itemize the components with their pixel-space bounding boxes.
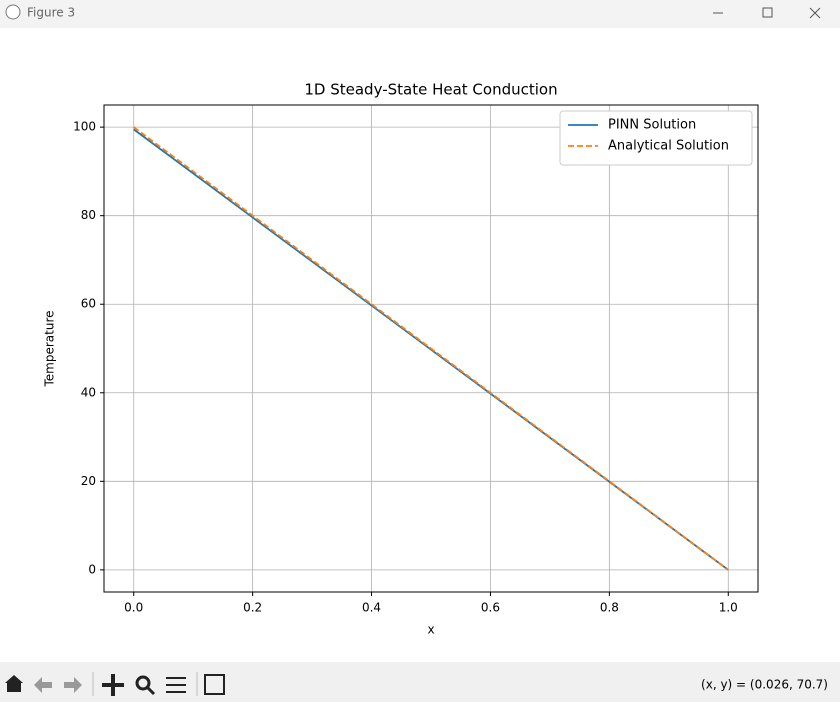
x-axis-label: x (427, 623, 434, 637)
close-button[interactable] (809, 7, 821, 19)
y-tick-label: 80 (81, 208, 96, 222)
zoom-handle (145, 685, 156, 696)
toolbar (0, 662, 840, 702)
maximize-button[interactable] (762, 7, 773, 18)
app-icon (5, 4, 21, 20)
title-bar (0, 0, 840, 28)
x-tick-label: 0.2 (243, 601, 262, 615)
plot-frame (103, 104, 759, 593)
x-tick-label: 0.0 (124, 601, 143, 615)
x-tick-label: 0.8 (600, 601, 619, 615)
y-tick-label: 60 (81, 297, 96, 311)
status-text: (x, y) = (0.026, 70.7) (701, 678, 828, 692)
y-tick-label: 0 (88, 562, 96, 576)
x-tick-label: 1.0 (719, 601, 738, 615)
y-tick-label: 100 (73, 120, 96, 134)
configure-button[interactable] (166, 677, 186, 693)
window-title: Figure 3 (27, 6, 75, 20)
zoom-button[interactable] (135, 675, 151, 691)
legend-label: PINN Solution (608, 118, 696, 133)
legend-label: Analytical Solution (608, 139, 729, 154)
save-button[interactable] (204, 674, 225, 695)
pan-button[interactable] (102, 674, 124, 696)
legend-box (559, 110, 753, 166)
y-tick-label: 20 (81, 474, 96, 488)
x-tick-label: 0.6 (481, 601, 500, 615)
forward-button[interactable] (64, 677, 82, 693)
chart-title: 1D Steady-State Heat Conduction (304, 81, 557, 99)
data-line (133, 126, 729, 571)
home-button[interactable] (5, 675, 23, 692)
y-axis-label: Temperature (43, 310, 57, 387)
x-tick-label: 0.4 (362, 601, 381, 615)
back-button[interactable] (34, 677, 52, 693)
y-tick-label: 40 (81, 385, 96, 399)
